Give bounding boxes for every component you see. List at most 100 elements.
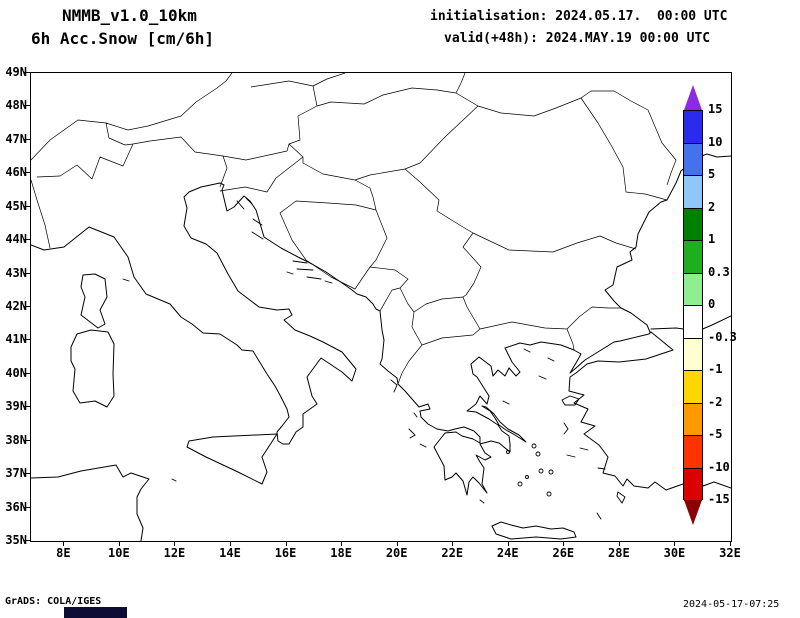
lat-axis-tick	[24, 339, 30, 341]
lat-axis-label: 42N	[5, 299, 27, 313]
colorbar-label: -5	[708, 427, 723, 441]
colorbar-boundary	[684, 370, 702, 371]
coastline-africa	[31, 464, 150, 541]
lon-axis-tick	[230, 541, 231, 546]
colorbar-segment	[684, 175, 702, 208]
lon-axis-tick	[118, 541, 120, 546]
colorbar-segment	[684, 240, 702, 273]
coastline-europe	[31, 182, 575, 496]
lat-axis-tick	[24, 272, 30, 274]
colorbar-label: -1	[708, 362, 723, 376]
lat-axis-tick	[24, 406, 30, 408]
lat-axis-tick	[24, 372, 30, 374]
coastline-turkey-marmara	[568, 331, 731, 491]
cyclades-island	[548, 469, 554, 475]
model-title: NMMB_v1.0_10km	[62, 6, 197, 25]
lon-axis-tick	[341, 541, 343, 546]
colorbar-boundary	[684, 305, 702, 306]
lat-axis-label: 35N	[5, 533, 27, 547]
colorbar-segment	[684, 110, 702, 143]
lon-axis-label: 10E	[108, 546, 130, 560]
colorbar-segment	[684, 207, 702, 240]
lat-axis-label: 37N	[5, 466, 27, 481]
lat-axis-label: 40N	[5, 365, 27, 380]
lon-axis-tick	[174, 541, 176, 546]
colorbar-boundary	[684, 110, 702, 111]
colorbar-boundary	[684, 240, 702, 241]
coastline-crete	[491, 521, 577, 540]
lon-axis-label: 18E	[330, 546, 352, 560]
colorbar-label: 1	[708, 232, 716, 246]
lat-axis-label: 46N	[5, 165, 27, 180]
country-borders	[31, 73, 677, 385]
colorbar-segment	[684, 435, 702, 468]
map-plot-area	[31, 73, 731, 541]
lon-axis-label: 8E	[56, 546, 71, 560]
lat-axis-tick	[24, 205, 30, 207]
colorbar-outline	[683, 110, 684, 500]
border-layer	[31, 73, 677, 385]
lon-axis-label: 20E	[385, 546, 408, 560]
coastline-sicily	[186, 433, 278, 485]
coastline-euboea	[481, 405, 527, 443]
small-islands	[122, 197, 626, 520]
lat-axis-label: 39N	[5, 399, 27, 414]
colorbar-label: 15	[708, 102, 723, 116]
colorbar-label: 0	[708, 297, 716, 311]
cyclades-island	[506, 450, 510, 454]
lon-axis-tick	[563, 541, 565, 546]
lat-axis-label: 38N	[5, 432, 27, 447]
island-layer	[122, 197, 626, 520]
init-time-label: initialisation: 2024.05.17. 00:00 UTC	[430, 9, 728, 24]
lon-axis-label: 22E	[441, 546, 464, 560]
colorbar-arrow-up	[684, 85, 702, 110]
map-frame	[30, 72, 732, 542]
colorbar-label: 2	[708, 199, 716, 214]
lon-axis-tick	[285, 541, 287, 546]
lat-axis-label: 44N	[5, 232, 27, 247]
lat-axis-tick	[24, 306, 30, 307]
colorbar-arrow-down	[684, 500, 702, 525]
colorbar-label: 10	[708, 134, 723, 149]
lat-axis-tick	[24, 239, 30, 241]
coastline-layer	[31, 153, 731, 541]
colorbar-boundary	[684, 142, 702, 144]
lat-axis-tick	[24, 540, 30, 541]
valid-time-label: valid(+48h): 2024.MAY.19 00:00 UTC	[444, 31, 711, 46]
colorbar-segment	[684, 142, 702, 175]
lon-axis-tick	[618, 541, 620, 546]
colorbar-segment	[684, 402, 702, 435]
lat-axis-label: 48N	[5, 98, 27, 113]
coastline-sardinia	[70, 329, 115, 408]
lon-axis-tick	[396, 541, 398, 546]
colorbar-segment	[684, 370, 702, 403]
colorbar-boundary	[684, 337, 702, 339]
lon-axis-label: 16E	[274, 546, 297, 560]
cyclades-island	[525, 475, 529, 479]
lat-axis-label: 43N	[5, 265, 27, 280]
cyclades-island	[531, 443, 537, 449]
lon-axis-label: 12E	[163, 546, 186, 560]
colorbar-boundary	[684, 435, 702, 436]
lat-axis-tick	[24, 172, 30, 174]
colorbar-label: -0.3	[708, 329, 737, 344]
lat-axis-label: 36N	[5, 499, 27, 514]
lat-axis-label: 45N	[5, 198, 27, 213]
cyclades-island	[538, 468, 544, 474]
lon-axis-tick	[63, 541, 65, 546]
cyclades-island	[517, 481, 523, 487]
lon-axis-label: 30E	[663, 546, 686, 560]
colorbar-segment	[684, 272, 702, 305]
lon-axis-label: 14E	[219, 546, 241, 560]
coastline-corsica	[80, 273, 108, 329]
field-title: 6h Acc.Snow [cm/6h]	[31, 29, 215, 48]
colorbar-segment	[684, 305, 702, 338]
lon-axis-tick	[674, 541, 676, 546]
lon-axis-label: 28E	[608, 546, 630, 560]
lat-axis-tick	[24, 72, 30, 73]
lon-axis-tick	[507, 541, 509, 546]
grads-credit: GrADS: COLA/IGES	[5, 596, 102, 607]
colorbar-label: 5	[708, 167, 716, 181]
colorbar-label: 0.3	[708, 264, 730, 279]
